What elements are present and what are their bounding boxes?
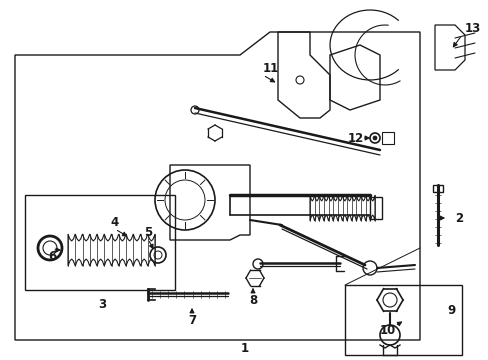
Text: 4: 4	[111, 216, 119, 229]
Text: 13: 13	[464, 22, 480, 35]
Text: 7: 7	[187, 315, 196, 328]
Circle shape	[372, 136, 376, 140]
Text: 2: 2	[454, 211, 462, 225]
Text: 6: 6	[48, 251, 56, 264]
Text: 10: 10	[379, 324, 395, 337]
Text: 1: 1	[241, 342, 248, 355]
Text: 11: 11	[263, 62, 279, 75]
Text: 9: 9	[446, 303, 454, 316]
Bar	[369, 197, 381, 219]
Text: 12: 12	[347, 131, 364, 144]
Bar	[381, 132, 393, 144]
Bar	[25, 195, 175, 290]
Text: 5: 5	[143, 225, 152, 238]
Bar	[432, 185, 442, 192]
Circle shape	[191, 106, 199, 114]
Bar	[345, 285, 461, 355]
Text: 3: 3	[98, 298, 106, 311]
Text: 8: 8	[248, 293, 257, 306]
